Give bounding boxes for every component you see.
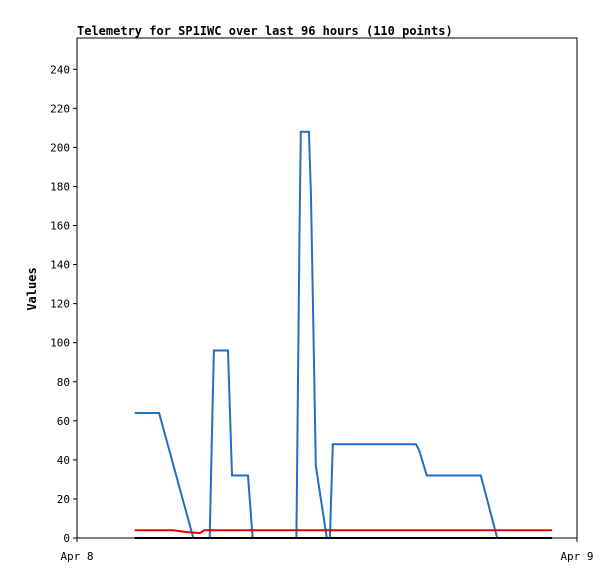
x-axis: Apr 8 Apr 9	[60, 538, 594, 563]
y-tick-label: 220	[50, 102, 70, 115]
y-tick-label: 120	[50, 298, 70, 311]
y-tick-label: 240	[50, 63, 70, 76]
y-tick-label: 200	[50, 141, 70, 154]
y-tick-label: 180	[50, 180, 70, 193]
plot-frame	[76, 37, 578, 539]
y-axis: 0 20 40 60 80 100 120 140 160 180 200 220 240	[50, 63, 77, 545]
x-tick-label: Apr 9	[560, 550, 593, 563]
y-tick-label: 60	[57, 415, 70, 428]
y-axis-label: Values	[25, 267, 39, 310]
series-line-2	[134, 529, 552, 535]
series-layer	[134, 130, 552, 539]
x-tick-label: Apr 8	[60, 550, 93, 563]
y-tick-label: 0	[63, 532, 70, 545]
y-tick-label: 20	[57, 493, 70, 506]
y-tick-label: 80	[57, 376, 70, 389]
y-tick-label: 160	[50, 220, 70, 233]
y-tick-label: 40	[57, 454, 70, 467]
series-line-1	[134, 130, 499, 539]
y-tick-label: 100	[50, 337, 70, 350]
chart-title: Telemetry for SP1IWC over last 96 hours …	[77, 24, 453, 38]
y-tick-label: 140	[50, 259, 70, 272]
